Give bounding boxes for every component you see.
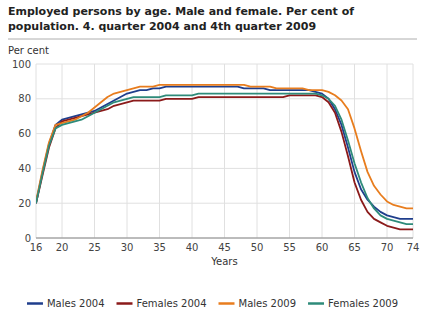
divider [8,39,417,40]
x-tick-label: 40 [186,242,199,253]
x-grid-line [354,64,355,238]
x-axis-line [36,238,413,239]
series-line [36,85,413,209]
legend-swatch [27,302,43,305]
legend-item: Males 2004 [27,298,105,309]
series-line [36,95,413,229]
x-grid-line [224,64,225,238]
x-grid-line [94,64,95,238]
y-tick-label: 60 [18,128,31,139]
x-tick-label: 50 [251,242,264,253]
legend-swatch [219,302,235,305]
series-lines [36,85,413,229]
x-tick-label: 35 [153,242,166,253]
legend-swatch [308,302,324,305]
y-tick-label: 20 [18,198,31,209]
series-line [36,87,413,219]
legend-label: Males 2009 [239,298,297,309]
x-tick-label: 16 [30,242,43,253]
x-grid-line [192,64,193,238]
legend-item: Males 2009 [219,298,297,309]
x-tick-label: 45 [218,242,231,253]
x-tick-label: 60 [316,242,329,253]
y-grid-line [36,238,413,239]
x-tick-label: 70 [381,242,394,253]
x-tick-label: 25 [88,242,101,253]
legend-label: Males 2004 [47,298,105,309]
axes: 02040608010016202530354045505560657074Ye… [12,59,419,268]
legend-label: Females 2009 [328,298,398,309]
legend-label: Females 2004 [137,298,207,309]
x-grid-line [159,64,160,238]
x-tick-label: 30 [121,242,134,253]
grid [36,64,413,238]
legend-item: Females 2004 [117,298,207,309]
subtitle: population. 4. quarter 2004 and 4th quar… [8,20,316,33]
x-tick-label: 55 [283,242,296,253]
x-grid-line [36,64,37,238]
x-axis-label: Years [210,256,237,267]
y-tick-label: 40 [18,163,31,174]
legend-swatch [117,302,133,305]
chart: Employed persons by age. Male and female… [0,0,425,319]
series-line [36,94,413,225]
y-tick-label: 100 [12,59,31,70]
x-tick-label: 65 [348,242,361,253]
x-grid-line [413,64,414,238]
title: Employed persons by age. Male and female… [8,5,354,18]
x-tick-label: 20 [56,242,69,253]
y-axis-label: Per cent [8,45,49,56]
x-grid-line [62,64,63,238]
y-tick-label: 80 [18,93,31,104]
x-tick-label: 74 [407,242,420,253]
x-grid-line [387,64,388,238]
legend: Males 2004 Females 2004 Males 2009 Females … [27,298,398,309]
legend-item: Females 2009 [308,298,398,309]
x-grid-line [257,64,258,238]
